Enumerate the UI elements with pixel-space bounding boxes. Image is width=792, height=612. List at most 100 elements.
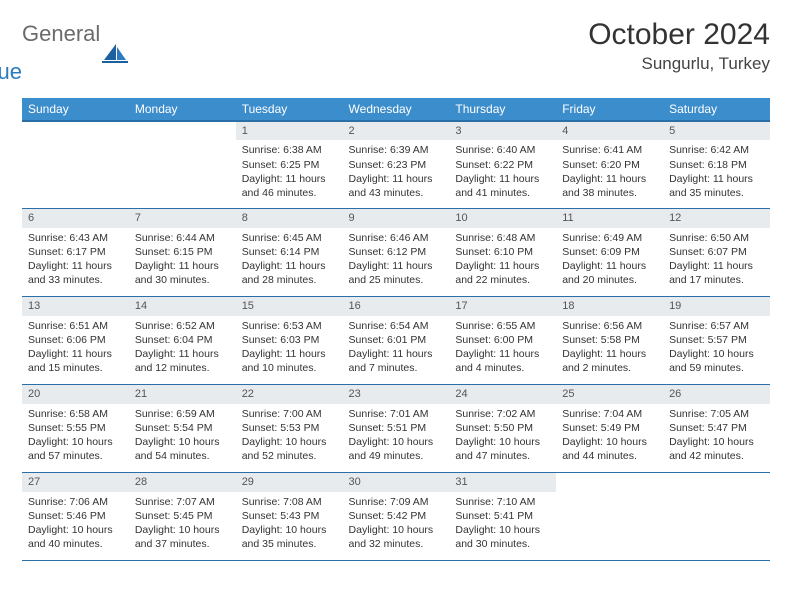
sunrise-line: Sunrise: 7:06 AM — [28, 495, 123, 509]
day-details: Sunrise: 6:55 AMSunset: 6:00 PMDaylight:… — [449, 316, 556, 380]
calendar-cell: 18 Sunrise: 6:56 AMSunset: 5:58 PMDayligh… — [556, 297, 663, 385]
sunrise-line: Sunrise: 7:08 AM — [242, 495, 337, 509]
calendar-cell: 29Sunrise: 7:08 AMSunset: 5:43 PMDayligh… — [236, 473, 343, 561]
calendar-week-row: 20Sunrise: 6:58 AMSunset: 5:55 PMDayligh… — [22, 385, 770, 473]
daylight-line: Daylight: 11 hours and 12 minutes. — [135, 347, 230, 375]
sunset-line: Sunset: 5:58 PM — [562, 333, 657, 347]
calendar-cell: 16Sunrise: 6:54 AMSunset: 6:01 PMDayligh… — [343, 297, 450, 385]
day-number: 25 — [556, 385, 663, 404]
day-details: Sunrise: 7:02 AMSunset: 5:50 PMDaylight:… — [449, 404, 556, 468]
weekday-header-row: SundayMondayTuesdayWednesdayThursdayFrid… — [22, 98, 770, 121]
day-number: 12 — [663, 209, 770, 228]
location-label: Sungurlu, Turkey — [588, 54, 770, 74]
day-number: 6 — [22, 209, 129, 228]
day-details: Sunrise: 7:04 AMSunset: 5:49 PMDaylight:… — [556, 404, 663, 468]
weekday-header: Friday — [556, 98, 663, 121]
weekday-header: Thursday — [449, 98, 556, 121]
day-number: 27 — [22, 473, 129, 492]
sunset-line: Sunset: 5:47 PM — [669, 421, 764, 435]
sunrise-line: Sunrise: 6:49 AM — [562, 231, 657, 245]
sunrise-line: Sunrise: 6:56 AM — [562, 319, 657, 333]
daylight-line: Daylight: 11 hours and 2 minutes. — [562, 347, 657, 375]
sunrise-line: Sunrise: 6:46 AM — [349, 231, 444, 245]
calendar-cell: 26Sunrise: 7:05 AMSunset: 5:47 PMDayligh… — [663, 385, 770, 473]
calendar-cell — [129, 121, 236, 209]
calendar-cell — [556, 473, 663, 561]
daylight-line: Daylight: 10 hours and 52 minutes. — [242, 435, 337, 463]
day-number: 9 — [343, 209, 450, 228]
title-block: October 2024 Sungurlu, Turkey — [588, 18, 770, 74]
day-number: 16 — [343, 297, 450, 316]
sunset-line: Sunset: 5:49 PM — [562, 421, 657, 435]
daylight-line: Daylight: 11 hours and 25 minutes. — [349, 259, 444, 287]
weekday-header: Monday — [129, 98, 236, 121]
daylight-line: Daylight: 10 hours and 35 minutes. — [242, 523, 337, 551]
sunrise-line: Sunrise: 7:00 AM — [242, 407, 337, 421]
day-details: Sunrise: 7:06 AMSunset: 5:46 PMDaylight:… — [22, 492, 129, 556]
day-details: Sunrise: 6:42 AMSunset: 6:18 PMDaylight:… — [663, 140, 770, 204]
day-number: 26 — [663, 385, 770, 404]
daylight-line: Daylight: 10 hours and 37 minutes. — [135, 523, 230, 551]
day-details: Sunrise: 6:57 AMSunset: 5:57 PMDaylight:… — [663, 316, 770, 380]
sunset-line: Sunset: 6:03 PM — [242, 333, 337, 347]
day-number: 29 — [236, 473, 343, 492]
calendar-cell: 6Sunrise: 6:43 AMSunset: 6:17 PMDaylight… — [22, 209, 129, 297]
day-details: Sunrise: 6:52 AMSunset: 6:04 PMDaylight:… — [129, 316, 236, 380]
daylight-line: Daylight: 10 hours and 59 minutes. — [669, 347, 764, 375]
daylight-line: Daylight: 10 hours and 44 minutes. — [562, 435, 657, 463]
day-number: 1 — [236, 122, 343, 141]
daylight-line: Daylight: 10 hours and 30 minutes. — [455, 523, 550, 551]
calendar-cell: 28 Sunrise: 7:07 AMSunset: 5:45 PMDayligh… — [129, 473, 236, 561]
day-number: 18 — [556, 297, 663, 316]
calendar-table: SundayMondayTuesdayWednesdayThursdayFrid… — [22, 98, 770, 562]
day-details: Sunrise: 7:01 AMSunset: 5:51 PMDaylight:… — [343, 404, 450, 468]
daylight-line: Daylight: 11 hours and 17 minutes. — [669, 259, 764, 287]
day-number: 14 — [129, 297, 236, 316]
day-details: Sunrise: 6:46 AMSunset: 6:12 PMDaylight:… — [343, 228, 450, 292]
weekday-header: Tuesday — [236, 98, 343, 121]
daylight-line: Daylight: 10 hours and 54 minutes. — [135, 435, 230, 463]
sunrise-line: Sunrise: 6:59 AM — [135, 407, 230, 421]
calendar-cell: 30Sunrise: 7:09 AMSunset: 5:42 PMDayligh… — [343, 473, 450, 561]
daylight-line: Daylight: 11 hours and 33 minutes. — [28, 259, 123, 287]
calendar-cell: 4Sunrise: 6:41 AMSunset: 6:20 PMDaylight… — [556, 121, 663, 209]
day-number: 20 — [22, 385, 129, 404]
sunset-line: Sunset: 5:41 PM — [455, 509, 550, 523]
daylight-line: Daylight: 10 hours and 40 minutes. — [28, 523, 123, 551]
sunset-line: Sunset: 5:46 PM — [28, 509, 123, 523]
day-number: 3 — [449, 122, 556, 141]
calendar-cell: 21Sunrise: 6:59 AMSunset: 5:54 PMDayligh… — [129, 385, 236, 473]
calendar-cell: 10Sunrise: 6:48 AMSunset: 6:10 PMDayligh… — [449, 209, 556, 297]
daylight-line: Daylight: 10 hours and 42 minutes. — [669, 435, 764, 463]
sunset-line: Sunset: 6:00 PM — [455, 333, 550, 347]
daylight-line: Daylight: 11 hours and 7 minutes. — [349, 347, 444, 375]
sunset-line: Sunset: 5:45 PM — [135, 509, 230, 523]
weekday-header: Saturday — [663, 98, 770, 121]
calendar-cell: 17Sunrise: 6:55 AMSunset: 6:00 PMDayligh… — [449, 297, 556, 385]
calendar-cell: 3Sunrise: 6:40 AMSunset: 6:22 PMDaylight… — [449, 121, 556, 209]
day-details: Sunrise: 6:43 AMSunset: 6:17 PMDaylight:… — [22, 228, 129, 292]
calendar-cell: 5Sunrise: 6:42 AMSunset: 6:18 PMDaylight… — [663, 121, 770, 209]
daylight-line: Daylight: 11 hours and 30 minutes. — [135, 259, 230, 287]
day-number: 13 — [22, 297, 129, 316]
daylight-line: Daylight: 11 hours and 4 minutes. — [455, 347, 550, 375]
brand-logo: General Blue — [22, 24, 128, 82]
calendar-week-row: 27Sunrise: 7:06 AMSunset: 5:46 PMDayligh… — [22, 473, 770, 561]
sunset-line: Sunset: 6:04 PM — [135, 333, 230, 347]
calendar-cell: 12Sunrise: 6:50 AMSunset: 6:07 PMDayligh… — [663, 209, 770, 297]
calendar-cell: 9Sunrise: 6:46 AMSunset: 6:12 PMDaylight… — [343, 209, 450, 297]
calendar-cell: 27Sunrise: 7:06 AMSunset: 5:46 PMDayligh… — [22, 473, 129, 561]
header: General Blue October 2024 Sungurlu, Turk… — [22, 18, 770, 82]
day-details: Sunrise: 7:10 AMSunset: 5:41 PMDaylight:… — [449, 492, 556, 556]
daylight-line: Daylight: 11 hours and 35 minutes. — [669, 172, 764, 200]
daylight-line: Daylight: 11 hours and 10 minutes. — [242, 347, 337, 375]
calendar-cell: 1Sunrise: 6:38 AMSunset: 6:25 PMDaylight… — [236, 121, 343, 209]
day-details: Sunrise: 6:53 AMSunset: 6:03 PMDaylight:… — [236, 316, 343, 380]
calendar-week-row: 1Sunrise: 6:38 AMSunset: 6:25 PMDaylight… — [22, 121, 770, 209]
sunset-line: Sunset: 6:01 PM — [349, 333, 444, 347]
sunrise-line: Sunrise: 7:07 AM — [135, 495, 230, 509]
calendar-week-row: 6Sunrise: 6:43 AMSunset: 6:17 PMDaylight… — [22, 209, 770, 297]
sunset-line: Sunset: 6:17 PM — [28, 245, 123, 259]
sunrise-line: Sunrise: 6:39 AM — [349, 143, 444, 157]
day-number: 28 — [129, 473, 236, 492]
